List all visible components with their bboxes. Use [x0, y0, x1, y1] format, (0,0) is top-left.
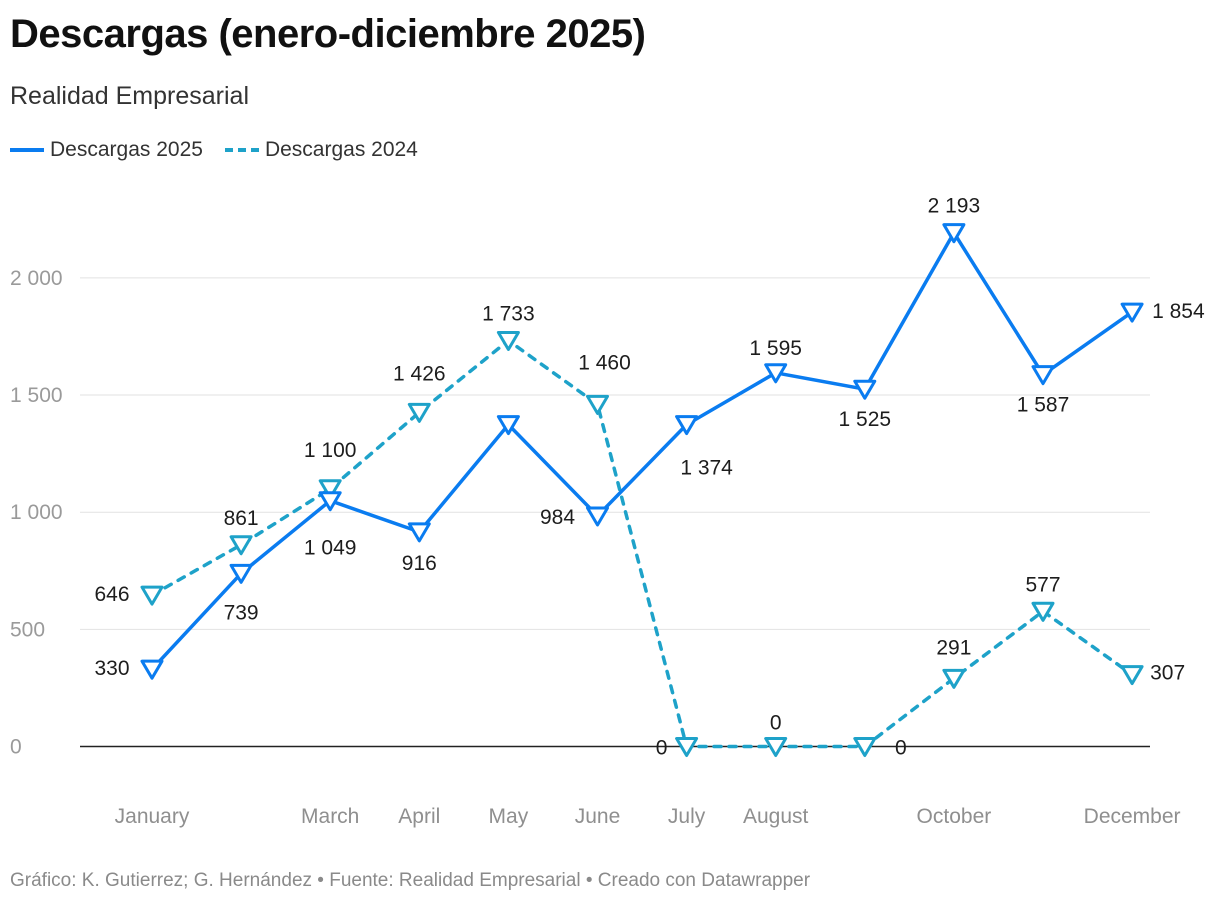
marker-2024-april [407, 402, 431, 423]
x-tick-label-august: August [743, 805, 809, 828]
marker-2025-april [407, 522, 431, 543]
marker-2024-august [764, 737, 788, 757]
marker-2024-march [318, 479, 342, 500]
chart-subtitle: Realidad Empresarial [10, 82, 250, 110]
marker-2024-july [675, 737, 699, 757]
x-tick-label-june: June [575, 805, 621, 828]
data-label-2024-october: 291 [936, 636, 971, 659]
x-tick-label-april: April [398, 805, 440, 828]
data-label-2024-november: 577 [1025, 573, 1060, 596]
marker-2025-march [318, 491, 342, 512]
marker-2025-july [675, 415, 699, 436]
marker-2024-december [1120, 665, 1144, 686]
marker-2024-october [942, 668, 966, 689]
marker-2024-may [496, 330, 520, 351]
data-label-2025-april: 916 [402, 552, 437, 575]
data-label-2025-july: 1 374 [680, 457, 733, 480]
y-tick-label-0: 0 [10, 736, 22, 759]
data-label-2024-february: 861 [224, 507, 259, 530]
y-tick-label-2000: 2 000 [10, 267, 63, 290]
marker-2025-may [496, 415, 520, 436]
marker-2024-january [140, 585, 164, 606]
marker-2025-august [764, 363, 788, 384]
chart-footer: Gráfico: K. Gutierrez; G. Hernández • Fu… [10, 870, 811, 891]
y-tick-label-500: 500 [10, 618, 45, 641]
y-tick-label-1000: 1 000 [10, 501, 63, 524]
legend-item-2024: Descargas 2024 [224, 138, 418, 162]
marker-2025-june [586, 506, 609, 527]
legend-swatch-2024 [224, 148, 259, 152]
marker-2024-february [229, 535, 253, 556]
y-tick-label-1500: 1 500 [10, 384, 63, 407]
marker-2025-december [1120, 302, 1144, 323]
marker-2024-september [853, 737, 877, 757]
series-line-descargas-2024 [150, 338, 1134, 749]
chart-legend: Descargas 2025 Descargas 2024 [10, 138, 440, 162]
marker-2025-september [853, 379, 877, 400]
marker-2024-november [1031, 601, 1055, 622]
data-label-2024-august: 0 [770, 712, 782, 735]
data-label-2024-june: 1 460 [578, 351, 631, 374]
line-chart: 0 500 1 000 1 500 2 000 January March April May J… [10, 195, 1205, 828]
data-label-2025-november: 1 587 [1017, 394, 1070, 417]
series-line-descargas-2025 [150, 230, 1134, 671]
data-label-2025-march: 1 049 [304, 537, 357, 560]
legend-label-2025: Descargas 2025 [50, 138, 203, 161]
x-tick-label-december: December [1084, 805, 1181, 828]
x-tick-label-october: October [917, 805, 992, 828]
data-label-2025-june: 984 [540, 506, 575, 529]
x-tick-label-march: March [301, 805, 359, 828]
marker-2025-january [140, 659, 164, 680]
marker-2024-june [586, 394, 609, 415]
data-label-2025-october: 2 193 [928, 195, 981, 218]
legend-label-2024: Descargas 2024 [264, 138, 418, 161]
marker-2025-october [942, 223, 966, 244]
data-label-2024-september: 0 [895, 737, 907, 760]
data-label-2024-january: 646 [94, 583, 129, 606]
legend-swatch-2025 [10, 148, 44, 152]
data-label-2025-august: 1 595 [749, 337, 802, 360]
data-label-2024-march: 1 100 [304, 439, 357, 462]
data-label-2025-january: 330 [94, 657, 129, 680]
legend-item-2025: Descargas 2025 [10, 138, 203, 162]
data-label-2024-may: 1 733 [482, 302, 535, 325]
data-label-2024-december: 307 [1150, 662, 1185, 685]
data-label-2025-february: 739 [224, 601, 259, 624]
data-label-2025-september: 1 525 [839, 408, 892, 431]
x-tick-label-january: January [115, 805, 190, 828]
x-tick-label-may: May [489, 805, 529, 828]
x-tick-label-july: July [668, 805, 706, 828]
data-label-2024-april: 1 426 [393, 362, 446, 385]
chart-title: Descargas (enero-diciembre 2025) [10, 12, 646, 56]
data-label-2025-december: 1 854 [1152, 300, 1205, 323]
marker-2025-november [1031, 365, 1055, 386]
marker-2025-february [229, 563, 253, 584]
data-label-2024-july: 0 [656, 737, 668, 760]
